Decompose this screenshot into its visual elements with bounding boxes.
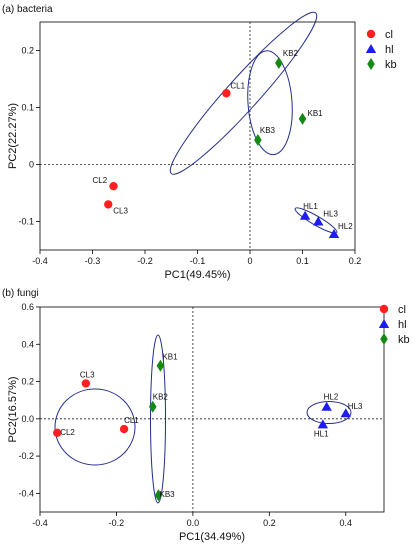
- x-tick-label: -0.2: [137, 256, 153, 266]
- bacteria-panel: (a) bacteria -0.4 -0.3 -0.2 -0.1 0 0.1 0.2 -0.1 0…: [2, 4, 397, 281]
- confidence-ellipse: [306, 401, 352, 424]
- y-tick-label: 0.6: [21, 302, 34, 312]
- legend-marker-cl: [366, 29, 376, 39]
- x-tick-label: 0.1: [296, 256, 309, 266]
- y-tick-label: -0.2: [18, 451, 34, 461]
- data-point-hl3: [340, 408, 351, 418]
- point-label: CL2: [93, 176, 108, 185]
- data-point-cl3: [104, 200, 113, 209]
- y-tick-label: -0.4: [18, 488, 34, 498]
- x-tick-label: -0.4: [32, 518, 48, 528]
- x-tick-label: 0.2: [263, 518, 276, 528]
- x-tick-label: -0.3: [85, 256, 101, 266]
- legend-marker-kb: [367, 58, 375, 70]
- x-tick-label: 0.4: [340, 518, 353, 528]
- data-point-cl1: [119, 424, 129, 434]
- y-tick-label: 0.2: [21, 46, 34, 56]
- legend-marker-kb: [380, 333, 388, 345]
- data-point-cl2: [53, 428, 62, 437]
- point-label: KB3: [159, 490, 175, 499]
- x-tick-label: 0.0: [187, 518, 200, 528]
- plot-frame: [39, 306, 385, 513]
- data-point-kb3: [154, 489, 163, 502]
- y-axis-label: PC2(16.57%): [7, 376, 19, 442]
- x-axis-label: PC1(34.49%): [179, 531, 245, 543]
- point-label: CL2: [60, 428, 75, 437]
- panel-title: (a) bacteria: [2, 4, 53, 15]
- data-point-kb2: [275, 57, 283, 70]
- panel-title: (b) fungi: [2, 288, 39, 299]
- point-label: CL1: [124, 416, 139, 425]
- confidence-ellipse: [247, 50, 293, 156]
- x-axis-label: PC1(49.45%): [164, 269, 230, 281]
- data-point-cl1: [222, 89, 231, 98]
- point-label: HL1: [303, 202, 318, 211]
- confidence-ellipse: [150, 334, 166, 504]
- legend-label-hl: hl: [385, 44, 394, 56]
- point-label: CL3: [80, 370, 95, 379]
- y-tick-label: 0.4: [21, 339, 34, 349]
- data-point-hl2: [321, 401, 332, 411]
- point-label: HL3: [348, 402, 363, 411]
- data-point-cl2: [109, 181, 118, 191]
- legend-label-kb: kb: [385, 59, 397, 71]
- point-label: HL1: [314, 429, 329, 438]
- data-point-kb1: [156, 359, 165, 372]
- confidence-ellipse: [169, 11, 318, 175]
- y-tick-label: 0.0: [21, 414, 34, 424]
- y-tick-label: -0.1: [18, 217, 34, 227]
- legend-label-cl: cl: [385, 29, 393, 41]
- data-point-hl1: [299, 210, 311, 220]
- legend-label-cl: cl: [398, 304, 406, 316]
- legend-marker-hl: [378, 319, 390, 328]
- x-tick-label: 0.2: [349, 256, 362, 266]
- y-axis-label: PC2(22.27%): [7, 103, 19, 169]
- point-label: KB1: [308, 109, 324, 118]
- point-label: HL3: [323, 210, 338, 219]
- data-point-hl3: [313, 216, 324, 226]
- x-tick-label: 0: [247, 256, 252, 266]
- point-label: HL2: [338, 222, 353, 231]
- data-point-kb1: [298, 112, 307, 125]
- point-label: KB2: [153, 393, 169, 402]
- y-tick-label: 0.1: [21, 103, 34, 113]
- point-label: CL3: [113, 206, 128, 215]
- x-tick-label: -0.2: [109, 518, 125, 528]
- y-tick-label: 0: [29, 160, 34, 170]
- y-tick-label: 0.2: [21, 377, 34, 387]
- data-point-hl1: [317, 419, 329, 429]
- data-point-cl3: [81, 379, 91, 388]
- data-point-kb3: [254, 133, 262, 146]
- legend-marker-hl: [365, 44, 377, 53]
- legend-marker-cl: [379, 304, 389, 314]
- point-label: KB2: [283, 49, 299, 58]
- point-label: CL1: [230, 81, 245, 90]
- data-point-kb2: [148, 400, 157, 413]
- legend-label-hl: hl: [398, 319, 407, 331]
- point-label: KB3: [260, 126, 276, 135]
- point-label: HL2: [324, 393, 339, 402]
- fungi-panel: (b) fungi -0.4 -0.2 0.0 0.2 0.4 -0.4 -0.2 0.0 0.2…: [2, 288, 410, 543]
- point-label: KB1: [162, 353, 178, 362]
- x-tick-label: -0.4: [32, 256, 48, 266]
- legend-label-kb: kb: [398, 334, 410, 346]
- confidence-ellipse: [54, 388, 136, 466]
- x-tick-label: -0.1: [190, 256, 206, 266]
- data-point-hl2: [328, 229, 340, 239]
